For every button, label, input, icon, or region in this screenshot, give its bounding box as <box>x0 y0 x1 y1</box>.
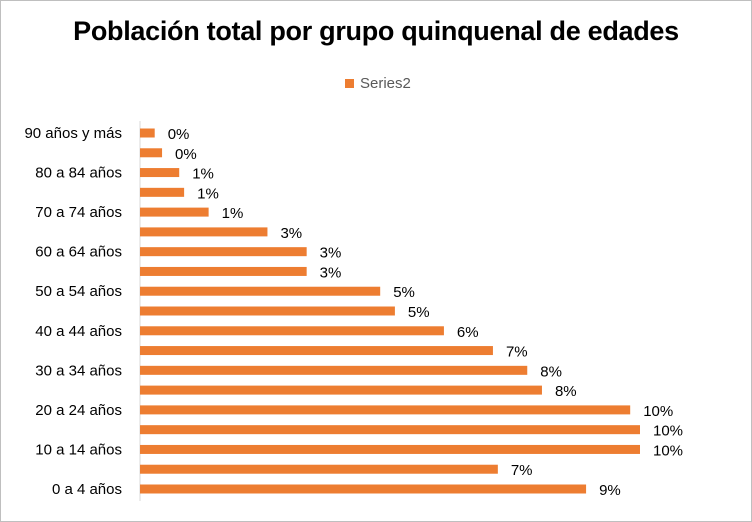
bar-1 <box>140 484 587 494</box>
category-label-9: 40 a 44 años <box>35 323 122 340</box>
data-label-6: 8% <box>555 383 577 400</box>
category-label-17: 80 a 84 años <box>35 165 122 182</box>
data-label-17: 1% <box>192 166 214 183</box>
bar-5 <box>140 405 631 415</box>
category-label-13: 60 a 64 años <box>35 244 122 261</box>
category-label-7: 30 a 34 años <box>35 362 122 379</box>
bar-11 <box>140 286 381 296</box>
legend-label: Series2 <box>360 75 411 92</box>
data-label-10: 5% <box>408 304 430 321</box>
data-label-18: 0% <box>175 146 197 163</box>
data-label-1: 9% <box>599 482 621 499</box>
bar-14 <box>140 227 268 237</box>
bar-10 <box>140 306 395 316</box>
legend-swatch <box>345 79 354 88</box>
data-label-4: 10% <box>653 423 683 440</box>
category-label-5: 20 a 24 años <box>35 402 122 419</box>
data-label-12: 3% <box>320 264 342 281</box>
bar-6 <box>140 385 542 395</box>
data-label-15: 1% <box>222 205 244 222</box>
bar-8 <box>140 346 493 356</box>
data-label-11: 5% <box>393 284 415 301</box>
data-label-7: 8% <box>540 363 562 380</box>
bar-3 <box>140 444 640 454</box>
data-label-13: 3% <box>320 245 342 262</box>
data-label-14: 3% <box>280 225 302 242</box>
bar-13 <box>140 247 307 257</box>
category-label-11: 50 a 54 años <box>35 283 122 300</box>
bar-18 <box>140 148 163 158</box>
category-label-3: 10 a 14 años <box>35 441 122 458</box>
bar-9 <box>140 326 444 336</box>
bar-17 <box>140 168 180 178</box>
bar-12 <box>140 266 307 276</box>
bar-15 <box>140 207 209 217</box>
bar-4 <box>140 425 640 435</box>
category-label-1: 0 a 4 años <box>52 481 122 498</box>
data-label-5: 10% <box>643 403 673 420</box>
data-label-2: 7% <box>511 462 533 479</box>
category-label-19: 90 años y más <box>24 125 122 142</box>
data-label-8: 7% <box>506 344 528 361</box>
category-label-15: 70 a 74 años <box>35 204 122 221</box>
data-label-19: 0% <box>168 126 190 143</box>
chart-title: Población total por grupo quinquenal de … <box>73 16 679 46</box>
bar-16 <box>140 187 185 197</box>
legend: Series2 <box>345 75 411 92</box>
bar-2 <box>140 464 498 474</box>
data-label-16: 1% <box>197 185 219 202</box>
bar-7 <box>140 365 528 375</box>
data-label-3: 10% <box>653 442 683 459</box>
data-label-9: 6% <box>457 324 479 341</box>
bar-19 <box>140 128 155 138</box>
